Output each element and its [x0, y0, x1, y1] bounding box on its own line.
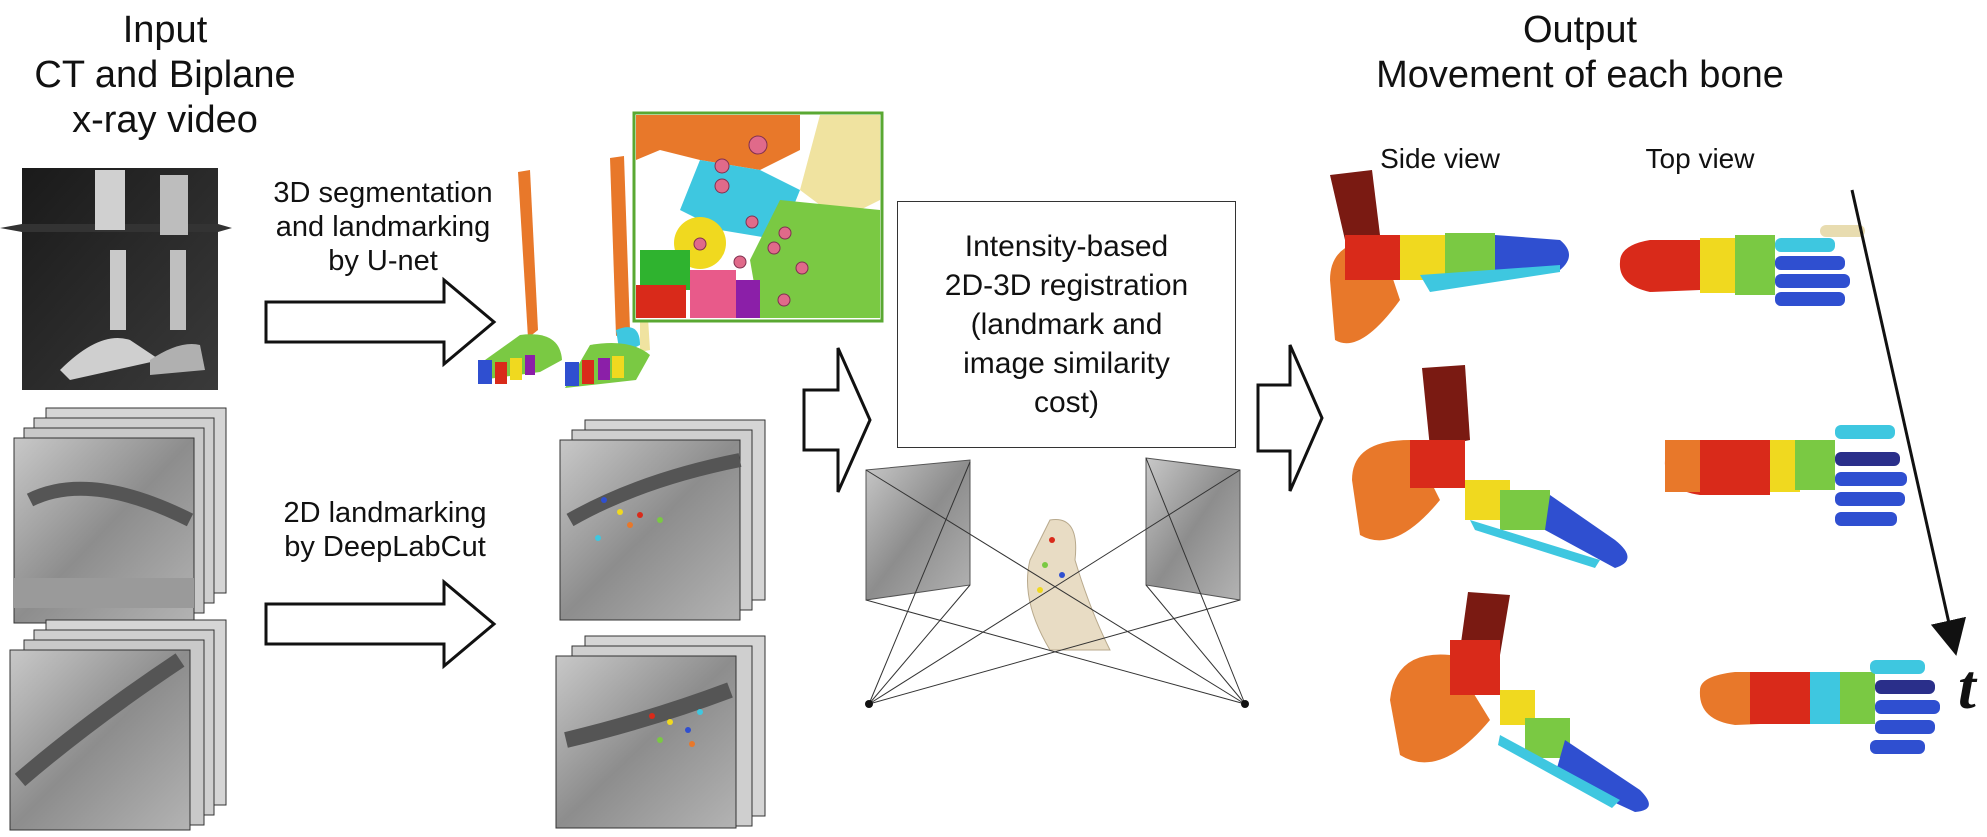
input-xray-stack-lateral: [13, 407, 227, 624]
landmarked-xray-stack-2: [555, 635, 766, 829]
output-title-line2: Movement of each bone: [1376, 53, 1784, 96]
segmentation-label-line1: 3D segmentation: [273, 177, 493, 209]
input-xray-stack-oblique: [9, 619, 227, 831]
output-top-view-3: [1699, 660, 1940, 754]
registration-line5: cost): [1033, 386, 1099, 419]
registration-line3: (landmark and: [970, 308, 1163, 341]
landmarking2d-label-line1: 2D landmarking: [283, 497, 487, 529]
zoomed-inset: [632, 111, 884, 323]
output-title: Output Movement of each bone: [1330, 8, 1830, 98]
side-view-label: Side view: [1380, 143, 1500, 174]
registration-line4: image similarity: [963, 347, 1170, 380]
registration-box: Intensity-based 2D-3D registration (land…: [897, 201, 1236, 448]
landmarked-xray-stack-1: [559, 419, 766, 621]
arrow-to-output: [1256, 344, 1324, 492]
input-title-line1: Input: [122, 9, 208, 51]
output-top-view-2: [1664, 425, 1907, 526]
segmentation-label-line3: by U-net: [328, 245, 438, 278]
landmarking2d-label: 2D landmarking by DeepLabCut: [260, 496, 510, 564]
arrow-segmentation: [264, 276, 497, 368]
segmentation-label-line2: and landmarking: [275, 211, 491, 244]
top-view-label: Top view: [1645, 143, 1755, 174]
registration-line1: Intensity-based: [964, 230, 1169, 263]
segmented-leg-model-2: [565, 156, 650, 388]
registration-text: Intensity-based 2D-3D registration (land…: [945, 227, 1188, 422]
time-axis-label: t: [1958, 651, 1976, 722]
output-top-view-1: [1619, 225, 1865, 306]
ct-volume-image: [0, 168, 232, 390]
input-title: Input CT and Biplane x-ray video: [0, 8, 330, 142]
input-title-line3: x-ray video: [72, 98, 258, 141]
time-arrow: [1850, 189, 1967, 656]
registration-line2: 2D-3D registration: [944, 269, 1189, 302]
output-side-view-3: [1390, 592, 1649, 812]
output-side-view-2: [1352, 365, 1628, 568]
input-title-line2: CT and Biplane: [34, 53, 296, 96]
arrow-to-registration: [802, 347, 872, 493]
segmented-leg-model-1: [478, 170, 562, 384]
landmarking2d-label-line2: by DeepLabCut: [284, 531, 486, 564]
output-side-view-1: [1330, 170, 1569, 344]
output-title-line1: Output: [1522, 9, 1638, 51]
projection-diagram: [865, 457, 1249, 708]
arrow-landmarking: [264, 578, 497, 670]
segmentation-label: 3D segmentation and landmarking by U-net: [248, 176, 518, 279]
